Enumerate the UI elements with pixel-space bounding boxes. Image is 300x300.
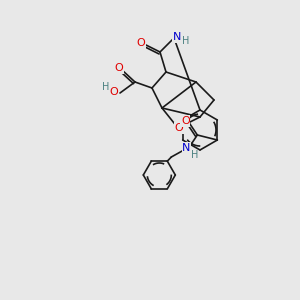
Text: O: O	[115, 63, 123, 73]
Text: N: N	[182, 143, 190, 153]
Text: H: H	[182, 36, 190, 46]
Text: O: O	[181, 116, 190, 126]
Text: N: N	[173, 32, 181, 42]
Text: H: H	[102, 82, 110, 92]
Text: O: O	[110, 87, 118, 97]
Text: H: H	[190, 150, 198, 160]
Text: O: O	[136, 38, 146, 48]
Text: O: O	[175, 123, 183, 133]
